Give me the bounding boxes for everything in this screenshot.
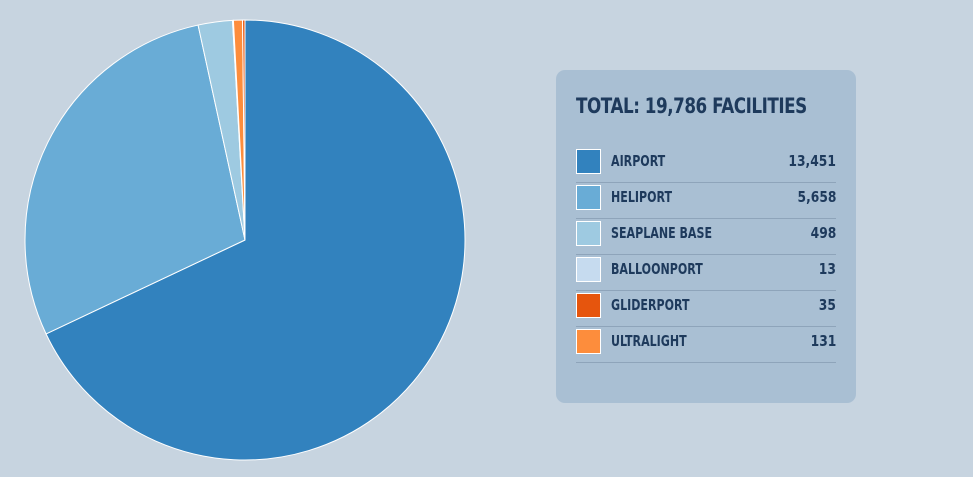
pie-slice-airport <box>45 19 466 461</box>
legend-item: AIRPORT 13,451 <box>576 147 836 183</box>
legend-swatch <box>576 329 601 354</box>
legend-value: 5,658 <box>797 188 836 206</box>
legend-item: ULTRALIGHT 131 <box>576 327 836 363</box>
legend-value: 498 <box>810 224 836 242</box>
legend-label: GLIDERPORT <box>611 296 690 314</box>
pie-slice-heliport <box>24 24 246 335</box>
legend-item: GLIDERPORT 35 <box>576 291 836 327</box>
legend-label: AIRPORT <box>611 152 666 170</box>
legend-panel: TOTAL: 19,786 FACILITIES AIRPORT 13,451 HE… <box>556 70 856 403</box>
legend-swatch <box>576 185 601 210</box>
legend-value: 13,451 <box>788 152 836 170</box>
legend: AIRPORT 13,451 HELIPORT 5,658 SEAPLANE BASE 4… <box>576 147 836 363</box>
legend-swatch <box>576 257 601 282</box>
legend-item: SEAPLANE BASE 498 <box>576 219 836 255</box>
legend-label: BALLOONPORT <box>611 260 703 278</box>
legend-value: 13 <box>818 260 836 278</box>
legend-value: 131 <box>810 332 836 350</box>
legend-value: 35 <box>818 296 836 314</box>
legend-label: SEAPLANE BASE <box>611 224 713 242</box>
legend-item: BALLOONPORT 13 <box>576 255 836 291</box>
chart-title: TOTAL: 19,786 FACILITIES <box>576 94 807 118</box>
legend-swatch <box>576 149 601 174</box>
legend-label: ULTRALIGHT <box>611 332 687 350</box>
pie-slice-gliderport <box>242 19 246 241</box>
legend-swatch <box>576 221 601 246</box>
legend-swatch <box>576 293 601 318</box>
legend-label: HELIPORT <box>611 188 673 206</box>
legend-item: HELIPORT 5,658 <box>576 183 836 219</box>
